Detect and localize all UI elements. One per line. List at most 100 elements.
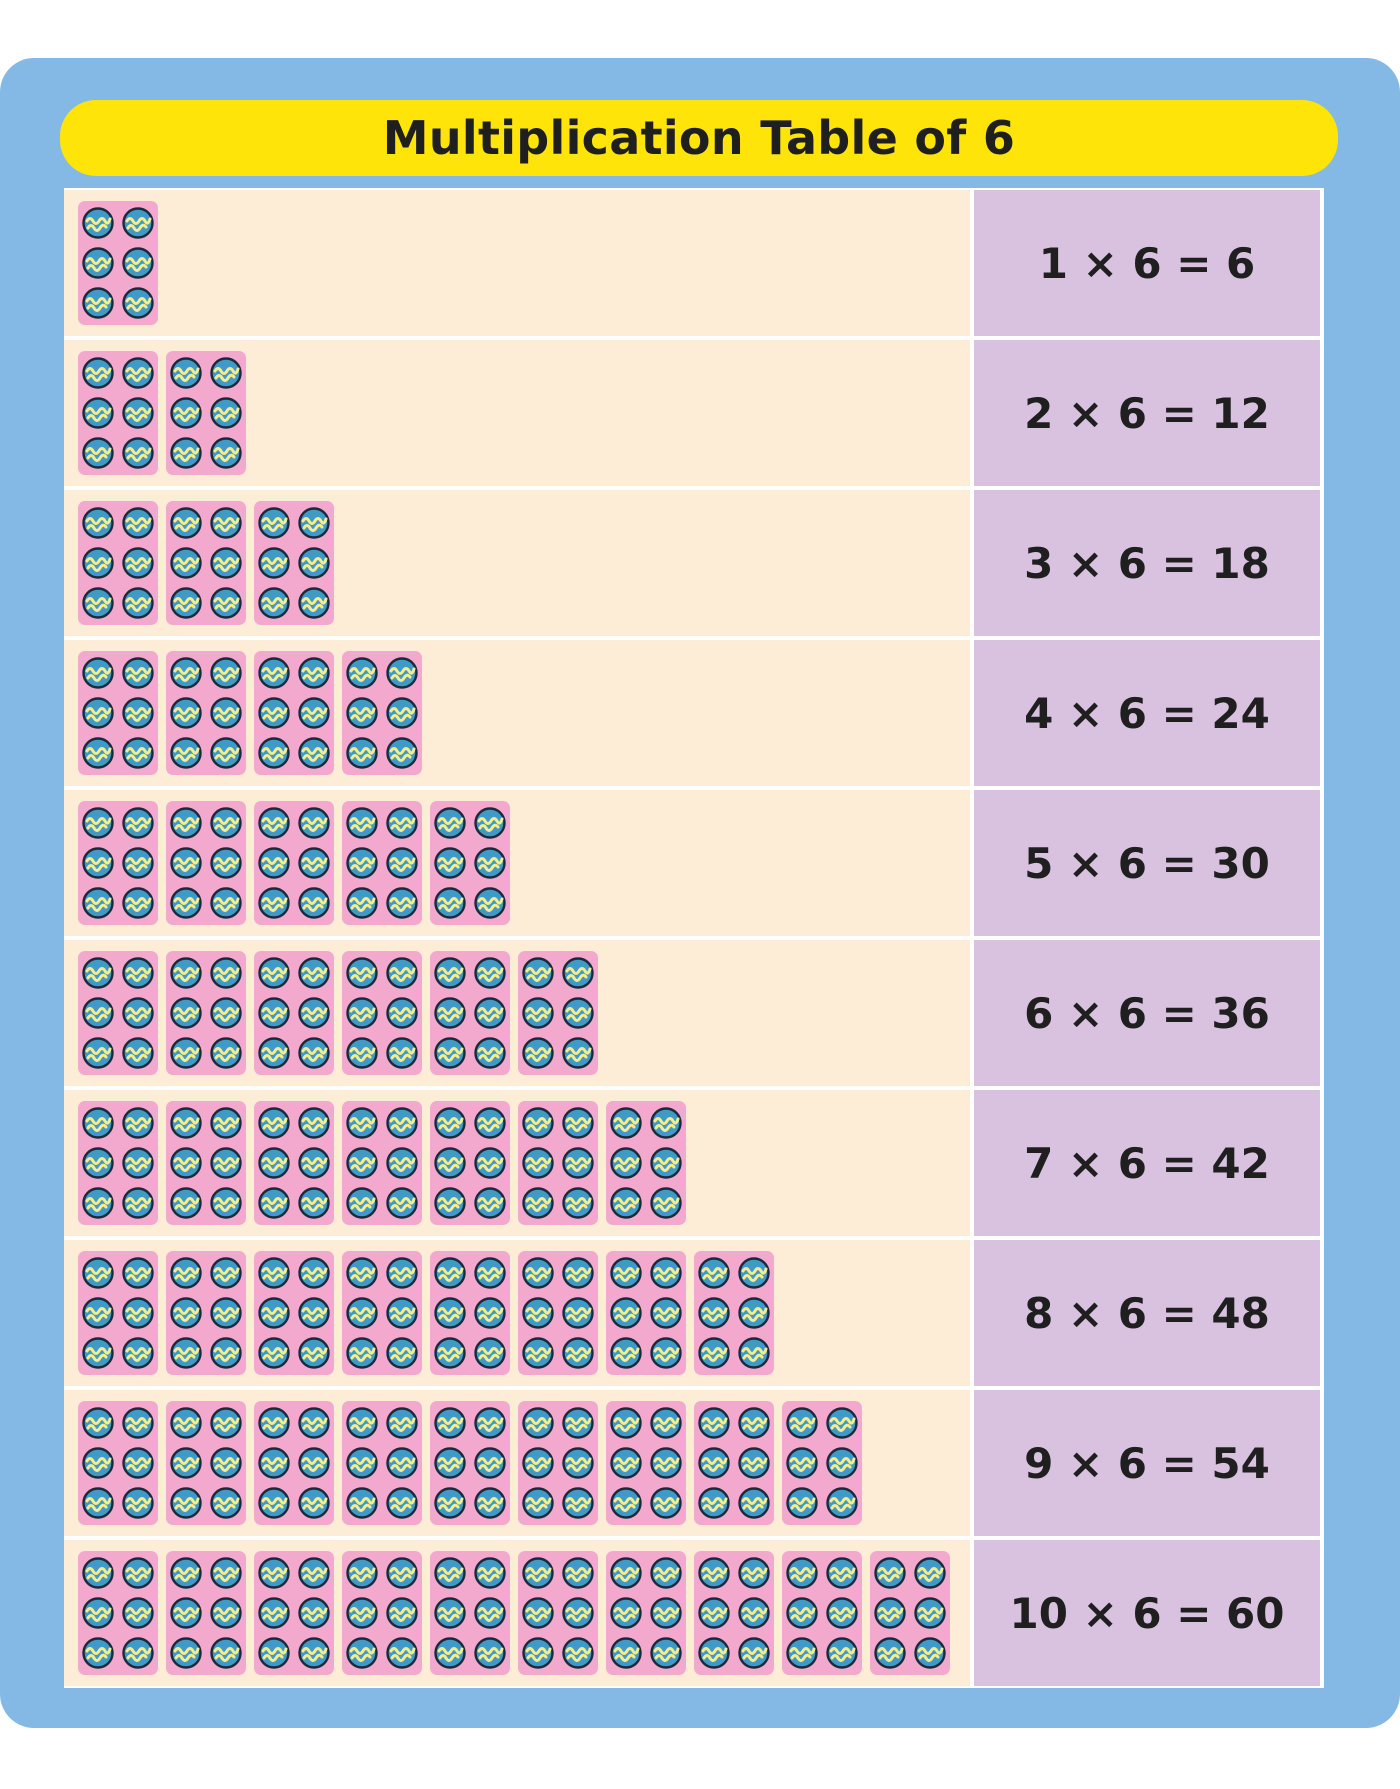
group-tile (166, 1551, 246, 1675)
equation-cell: 7 × 6 = 42 (974, 1090, 1320, 1236)
striped-ball-icon (121, 1256, 155, 1290)
striped-ball-icon (433, 1406, 467, 1440)
page-title: Multiplication Table of 6 (382, 111, 1016, 165)
striped-ball-icon (345, 1106, 379, 1140)
striped-ball-icon (697, 1596, 731, 1630)
group-tile (694, 1401, 774, 1525)
striped-ball-icon (873, 1636, 907, 1670)
striped-ball-icon (209, 1336, 243, 1370)
striped-ball-icon (737, 1336, 771, 1370)
group-tile (78, 201, 158, 325)
table-row: 7 × 6 = 42 (64, 1090, 1324, 1236)
group-tile (606, 1401, 686, 1525)
striped-ball-icon (473, 846, 507, 880)
striped-ball-icon (121, 806, 155, 840)
equation-cell: 8 × 6 = 48 (974, 1240, 1320, 1386)
striped-ball-icon (521, 1036, 555, 1070)
striped-ball-icon (169, 436, 203, 470)
striped-ball-icon (649, 1146, 683, 1180)
striped-ball-icon (257, 696, 291, 730)
striped-ball-icon (473, 1256, 507, 1290)
group-tile (78, 351, 158, 475)
striped-ball-icon (825, 1446, 859, 1480)
striped-ball-icon (433, 1296, 467, 1330)
group-tile (430, 1101, 510, 1225)
striped-ball-icon (209, 996, 243, 1030)
group-tile (78, 951, 158, 1075)
striped-ball-icon (297, 1486, 331, 1520)
striped-ball-icon (473, 1146, 507, 1180)
striped-ball-icon (81, 1106, 115, 1140)
striped-ball-icon (81, 246, 115, 280)
group-tile (78, 1101, 158, 1225)
striped-ball-icon (561, 1596, 595, 1630)
striped-ball-icon (521, 1406, 555, 1440)
group-tile (254, 1101, 334, 1225)
group-tile (518, 1551, 598, 1675)
striped-ball-icon (785, 1406, 819, 1440)
striped-ball-icon (561, 1336, 595, 1370)
striped-ball-icon (297, 1406, 331, 1440)
striped-ball-icon (121, 286, 155, 320)
equation-text: 5 × 6 = 30 (1024, 838, 1270, 888)
striped-ball-icon (433, 1486, 467, 1520)
striped-ball-icon (433, 996, 467, 1030)
striped-ball-icon (121, 356, 155, 390)
equation-text: 9 × 6 = 54 (1024, 1438, 1270, 1488)
striped-ball-icon (649, 1296, 683, 1330)
groups-cell (64, 340, 970, 486)
striped-ball-icon (121, 1446, 155, 1480)
striped-ball-icon (473, 806, 507, 840)
striped-ball-icon (209, 1406, 243, 1440)
striped-ball-icon (345, 1296, 379, 1330)
striped-ball-icon (345, 1406, 379, 1440)
group-tile (342, 1551, 422, 1675)
striped-ball-icon (257, 656, 291, 690)
striped-ball-icon (81, 1186, 115, 1220)
striped-ball-icon (609, 1446, 643, 1480)
group-tile (606, 1551, 686, 1675)
striped-ball-icon (169, 546, 203, 580)
striped-ball-icon (697, 1256, 731, 1290)
striped-ball-icon (121, 1186, 155, 1220)
striped-ball-icon (81, 806, 115, 840)
striped-ball-icon (169, 1446, 203, 1480)
striped-ball-icon (121, 506, 155, 540)
striped-ball-icon (209, 1486, 243, 1520)
group-tile (166, 951, 246, 1075)
striped-ball-icon (257, 506, 291, 540)
striped-ball-icon (609, 1406, 643, 1440)
striped-ball-icon (697, 1486, 731, 1520)
striped-ball-icon (521, 996, 555, 1030)
group-tile (166, 501, 246, 625)
striped-ball-icon (433, 1556, 467, 1590)
striped-ball-icon (81, 586, 115, 620)
striped-ball-icon (385, 1556, 419, 1590)
striped-ball-icon (81, 286, 115, 320)
striped-ball-icon (609, 1336, 643, 1370)
striped-ball-icon (825, 1596, 859, 1630)
striped-ball-icon (81, 546, 115, 580)
striped-ball-icon (561, 1636, 595, 1670)
table-row: 10 × 6 = 60 (64, 1540, 1324, 1686)
striped-ball-icon (785, 1636, 819, 1670)
striped-ball-icon (385, 1146, 419, 1180)
equation-text: 10 × 6 = 60 (1009, 1588, 1285, 1638)
striped-ball-icon (257, 546, 291, 580)
striped-ball-icon (473, 1636, 507, 1670)
striped-ball-icon (169, 1486, 203, 1520)
striped-ball-icon (521, 1636, 555, 1670)
striped-ball-icon (209, 506, 243, 540)
striped-ball-icon (81, 696, 115, 730)
striped-ball-icon (433, 806, 467, 840)
striped-ball-icon (209, 546, 243, 580)
striped-ball-icon (609, 1106, 643, 1140)
striped-ball-icon (209, 356, 243, 390)
striped-ball-icon (609, 1596, 643, 1630)
striped-ball-icon (257, 996, 291, 1030)
striped-ball-icon (209, 846, 243, 880)
equation-text: 3 × 6 = 18 (1024, 538, 1270, 588)
striped-ball-icon (345, 806, 379, 840)
striped-ball-icon (473, 1596, 507, 1630)
striped-ball-icon (169, 1406, 203, 1440)
